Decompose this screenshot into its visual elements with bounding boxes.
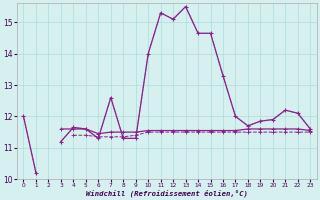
X-axis label: Windchill (Refroidissement éolien,°C): Windchill (Refroidissement éolien,°C) xyxy=(86,189,248,197)
